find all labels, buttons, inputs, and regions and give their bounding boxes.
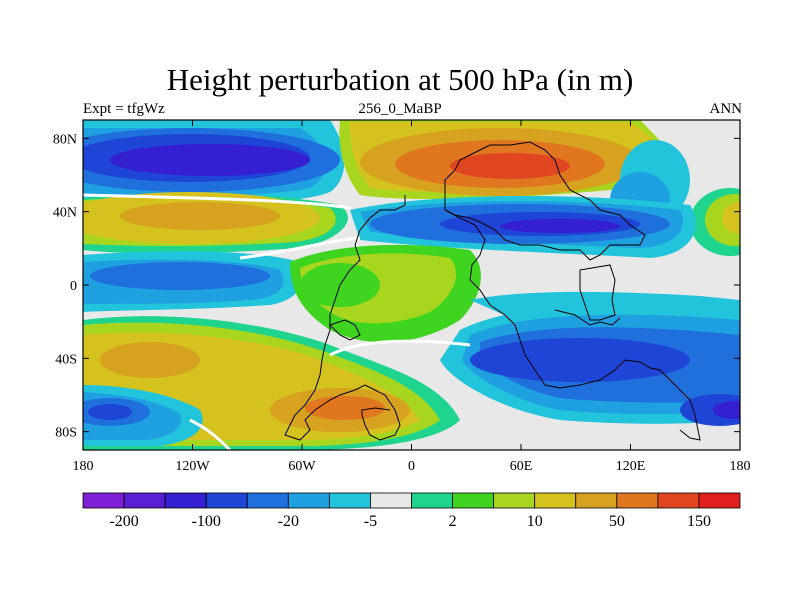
colorbar-swatch — [123, 492, 166, 509]
colorbar-label: 10 — [527, 513, 543, 530]
colorbar-swatch — [657, 492, 700, 509]
x-axis: 180 120W 60W 0 60E 120E 180 — [73, 120, 751, 474]
colorbar-label: 150 — [687, 513, 711, 530]
x-tick-label: 120W — [175, 459, 210, 474]
y-tick-label: 80N — [53, 132, 77, 147]
colorbar-label: 50 — [609, 513, 625, 530]
colorbar-label: -100 — [192, 513, 221, 530]
y-axis: 80N 40N 0 40S 80S — [53, 132, 740, 441]
y-tick-label: 80S — [55, 426, 77, 441]
time-label: 256_0_MaBP — [358, 101, 442, 117]
y-tick-label: 40N — [53, 206, 77, 221]
x-tick-label: 180 — [73, 459, 94, 474]
x-tick-label: 60W — [288, 459, 316, 474]
colorbar-label: -200 — [109, 513, 138, 530]
season-label: ANN — [709, 101, 743, 117]
colorbar-swatch — [82, 492, 125, 509]
plot-title: Height perturbation at 500 hPa (in m) — [166, 62, 634, 97]
colorbar-swatch — [370, 492, 412, 509]
x-tick-label: 120E — [616, 459, 646, 474]
colorbar-swatch — [246, 492, 289, 509]
y-tick-label: 0 — [70, 279, 77, 294]
contour-field — [83, 120, 740, 450]
colorbar-swatch — [328, 492, 371, 509]
colorbar-swatch — [534, 492, 577, 509]
continent-outline — [284, 141, 701, 441]
colorbar-swatch — [616, 492, 659, 509]
x-tick-label: 0 — [408, 459, 415, 474]
x-tick-label: 180 — [730, 459, 751, 474]
colorbar-swatch — [205, 492, 248, 509]
colorbar-swatch — [164, 492, 207, 509]
colorbar: -200 -100 -20 -5 2 10 50 150 — [82, 492, 741, 530]
colorbar-swatch — [575, 492, 618, 509]
colorbar-label: -5 — [364, 513, 377, 530]
colorbar-swatch — [287, 492, 330, 509]
colorbar-swatch — [698, 492, 741, 509]
colorbar-swatch — [493, 492, 536, 509]
colorbar-swatch — [452, 492, 495, 509]
experiment-label: Expt = tfgWz — [83, 101, 165, 117]
colorbar-swatch — [411, 492, 453, 509]
x-tick-label: 60E — [510, 459, 533, 474]
y-tick-label: 40S — [55, 352, 77, 367]
colorbar-label: -20 — [278, 513, 299, 530]
colorbar-label: 2 — [449, 513, 457, 530]
